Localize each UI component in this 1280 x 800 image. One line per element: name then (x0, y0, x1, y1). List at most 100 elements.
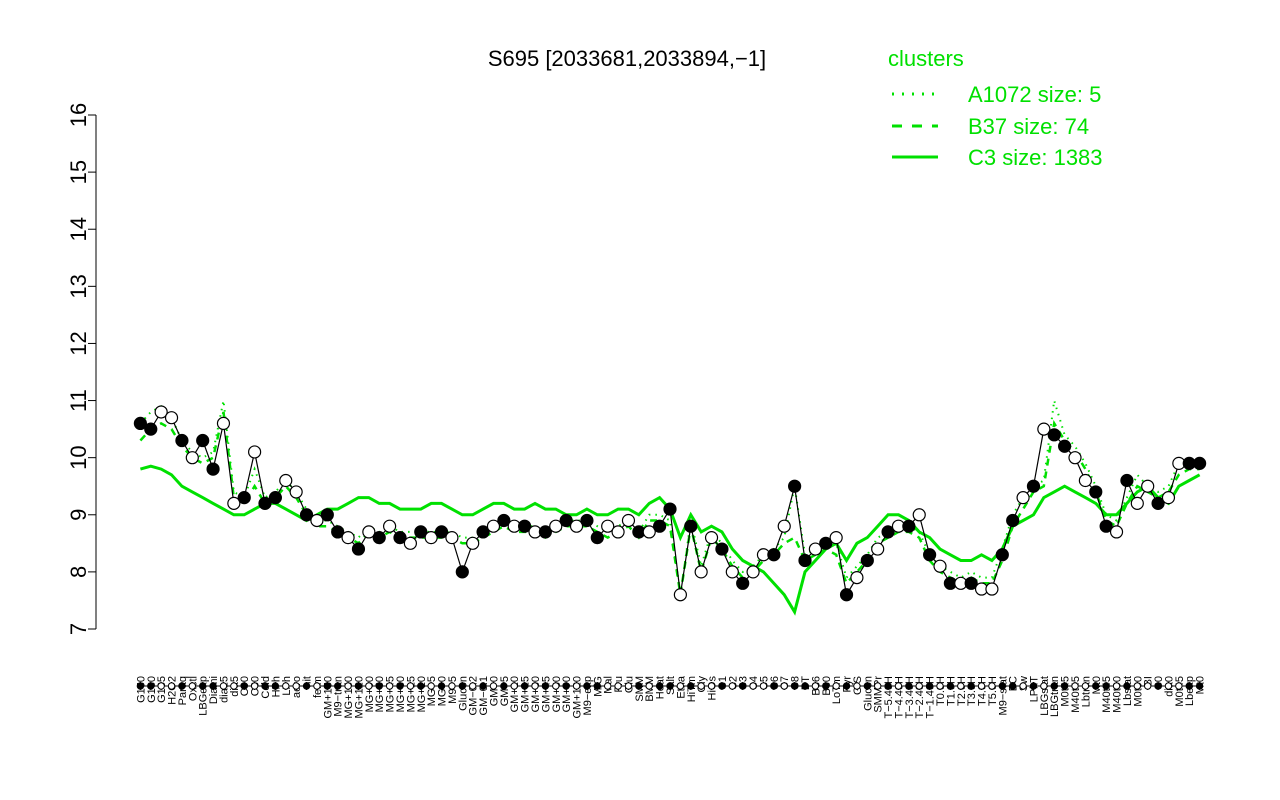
data-point (715, 542, 729, 556)
rug-point (894, 682, 903, 690)
rug-point (853, 682, 861, 690)
rug-point (396, 682, 404, 690)
legend-entry-b37: B37 size: 74 (968, 114, 1089, 139)
data-point (497, 513, 511, 528)
data-point (445, 531, 459, 545)
rug-point (147, 682, 155, 690)
rug-point (1123, 682, 1131, 690)
data-point (175, 433, 189, 448)
data-point (684, 519, 698, 533)
data-point (850, 570, 864, 585)
x-axis: G150G180G135H2O2ParaqOxctlLBGexpDiamidia… (135, 675, 1206, 718)
data-point (1006, 513, 1020, 528)
data-point (829, 531, 843, 545)
rug-point (655, 682, 664, 690)
data-point (1109, 525, 1124, 539)
rug-point (822, 682, 830, 690)
rug-point (884, 682, 892, 690)
rug-point (645, 682, 653, 690)
rug-point (448, 682, 456, 690)
data-point (320, 508, 334, 522)
rug-point (230, 682, 238, 690)
rug-point (489, 682, 498, 690)
y-tick-label: 11 (66, 389, 91, 412)
data-point (1141, 479, 1155, 493)
rug-point (282, 682, 290, 690)
rug-point (354, 682, 363, 690)
rug-point (998, 682, 1007, 690)
y-tick-label: 16 (66, 103, 91, 127)
y-tick-label: 14 (66, 217, 91, 241)
rug-point (500, 682, 508, 690)
rug-point (1019, 682, 1027, 690)
data-point (185, 451, 199, 465)
data-point (258, 496, 272, 510)
data-point (403, 536, 417, 550)
data-point (642, 525, 656, 539)
data-point (331, 525, 345, 539)
rug-point (1175, 682, 1183, 690)
data-point (466, 536, 480, 550)
rug-point (385, 682, 394, 690)
data-point (1161, 491, 1176, 505)
data-point (1037, 422, 1051, 436)
data-point (434, 525, 449, 539)
rug-point (344, 682, 352, 690)
data-point (1078, 473, 1092, 488)
data-point (1026, 479, 1041, 493)
rug-point (365, 682, 373, 690)
rug-point (1050, 682, 1058, 690)
data-point (1016, 491, 1030, 505)
rug-point (1164, 682, 1173, 690)
y-tick-label: 15 (66, 160, 91, 184)
rug-point (167, 682, 176, 690)
rug-point (915, 682, 923, 690)
data-point (704, 531, 719, 545)
rug-point (1112, 682, 1121, 690)
rug-point (302, 682, 311, 690)
rug-point (479, 682, 487, 690)
rug-point (292, 682, 300, 690)
rug-point (427, 682, 435, 690)
rug-point (572, 682, 581, 690)
data-point (767, 548, 781, 562)
data-point (1130, 496, 1144, 510)
data-point (383, 519, 397, 533)
rug-point (136, 682, 145, 690)
data-point (538, 525, 552, 539)
rug-point (157, 682, 165, 690)
rug-point (905, 682, 913, 690)
data-point (611, 525, 625, 539)
rug-point (687, 682, 695, 690)
data-point (621, 513, 636, 528)
data-point (133, 416, 147, 430)
data-point (923, 548, 937, 562)
rug-point (219, 682, 228, 690)
data-point (227, 496, 241, 510)
data-point (819, 536, 833, 550)
rug-point (1029, 682, 1038, 690)
rug-point (697, 682, 705, 690)
data-point (424, 531, 438, 545)
rug-point (1040, 682, 1048, 690)
data-point (237, 491, 251, 505)
rug-point (1133, 682, 1142, 690)
rug-point (718, 682, 726, 690)
rug-point (863, 682, 872, 690)
data-point (788, 479, 802, 493)
rug-point (977, 682, 986, 690)
data-point (912, 508, 926, 522)
chart-title: S695 [2033681,2033894,−1] (488, 46, 766, 71)
rug-point (562, 682, 570, 690)
data-point (216, 416, 231, 430)
data-point (673, 588, 687, 602)
data-point (362, 525, 376, 539)
rug-point (261, 682, 269, 690)
points-layer (133, 405, 1207, 690)
rug-point (738, 682, 747, 690)
data-point (777, 519, 791, 533)
data-point (580, 513, 594, 528)
rug-point (333, 682, 342, 690)
rug-point (417, 682, 425, 690)
rug-point (676, 682, 685, 690)
